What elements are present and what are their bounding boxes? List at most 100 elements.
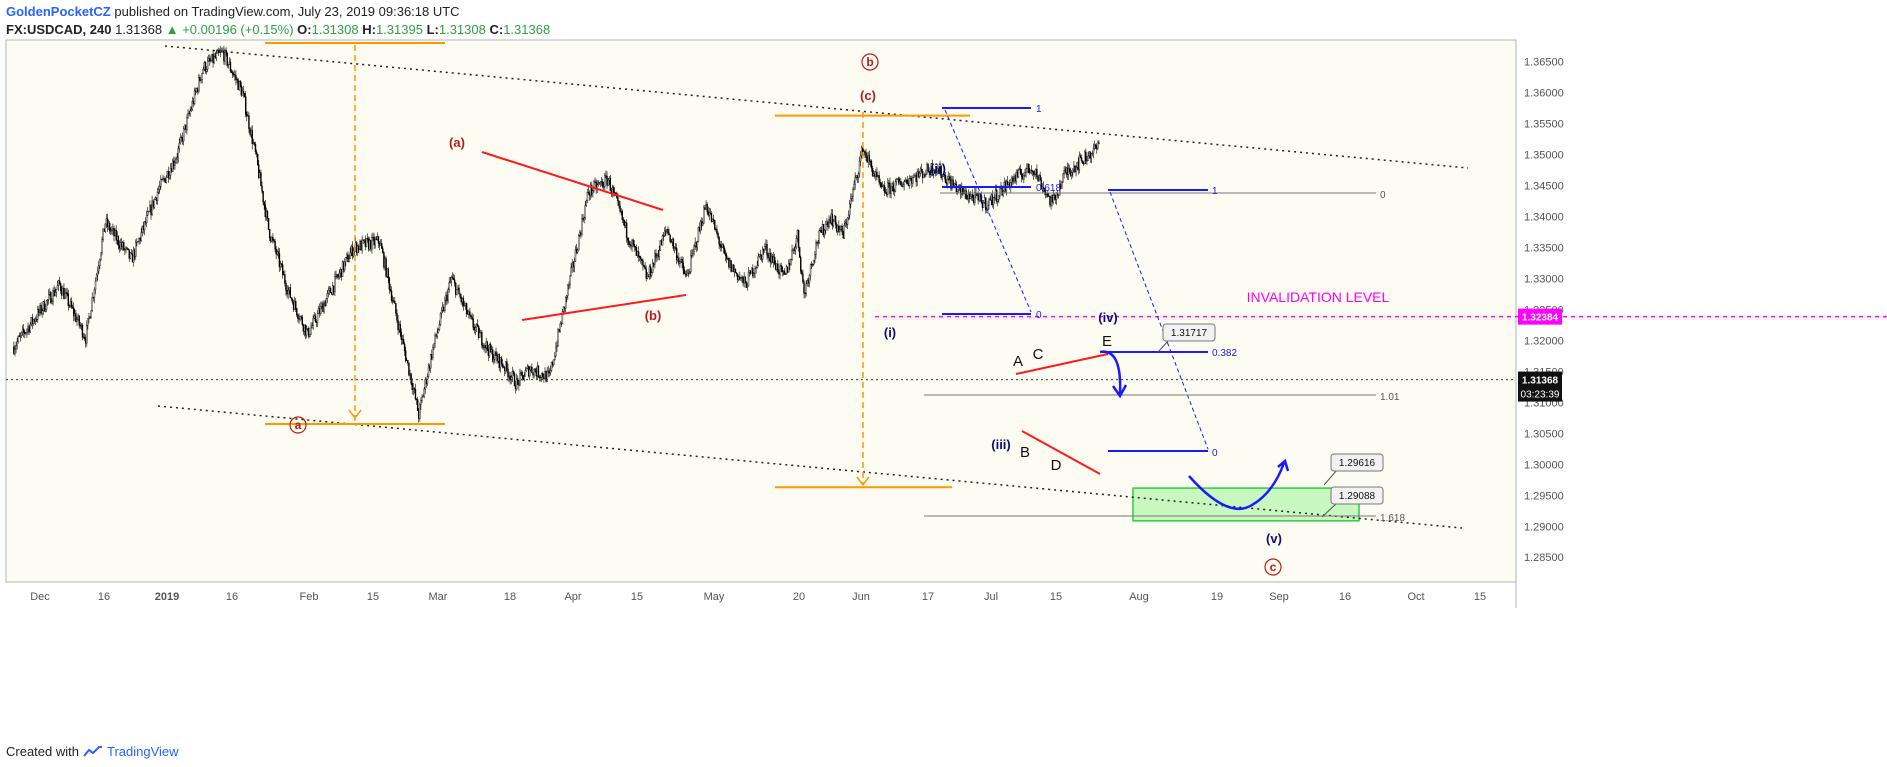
candle-body bbox=[421, 396, 423, 401]
candle-body bbox=[401, 338, 404, 340]
candle-body bbox=[432, 347, 434, 358]
candle-body bbox=[1049, 195, 1051, 206]
candle-body bbox=[351, 245, 354, 257]
candle-body bbox=[838, 225, 840, 232]
candle-body bbox=[627, 237, 629, 241]
fib-label: 0.382 bbox=[1212, 348, 1237, 359]
candle-body bbox=[524, 370, 527, 377]
candle-body bbox=[1020, 173, 1023, 178]
candle-body bbox=[209, 58, 211, 62]
candle-body bbox=[1006, 181, 1009, 185]
candle-body bbox=[527, 366, 530, 377]
candle-body bbox=[462, 298, 465, 306]
tradingview-link[interactable]: TradingView bbox=[106, 744, 179, 759]
price-callout bbox=[1162, 323, 1216, 342]
candle-body bbox=[775, 263, 777, 270]
candle-body bbox=[476, 323, 479, 327]
candle-body bbox=[125, 247, 127, 250]
candle-body bbox=[194, 90, 197, 93]
candle-body bbox=[65, 292, 67, 294]
candle-body bbox=[400, 331, 403, 340]
candle-body bbox=[226, 52, 228, 66]
candle-body bbox=[748, 270, 751, 273]
candle-body bbox=[1081, 160, 1084, 164]
candle-body bbox=[625, 222, 628, 239]
orange-arrowhead-1 bbox=[348, 409, 362, 420]
candle-body bbox=[1023, 175, 1025, 180]
candle-body bbox=[200, 79, 202, 81]
candle-body bbox=[591, 184, 593, 194]
candle-body bbox=[273, 239, 275, 242]
candle-body bbox=[944, 175, 947, 183]
candle-body bbox=[111, 229, 113, 231]
candle-body bbox=[102, 228, 104, 241]
candle-body bbox=[796, 229, 799, 239]
candle-body bbox=[1090, 153, 1093, 159]
candle-body bbox=[149, 205, 151, 212]
change-arrow-icon: ▲ bbox=[165, 22, 179, 37]
candle-body bbox=[1065, 167, 1067, 173]
candle-body bbox=[173, 160, 175, 166]
candle-body bbox=[948, 176, 950, 180]
candle-body bbox=[38, 309, 40, 313]
candle-body bbox=[327, 289, 330, 294]
candle-body bbox=[837, 225, 839, 232]
callout-text: 1.29088 bbox=[1339, 491, 1376, 502]
candle-body bbox=[515, 378, 518, 390]
x-tick-label: 15 bbox=[1474, 591, 1486, 603]
chart-header-ohlc: FX:USDCAD, 240 1.31368 ▲ +0.00196 (+0.15… bbox=[6, 22, 550, 37]
candle-body bbox=[375, 239, 377, 241]
candle-body bbox=[79, 324, 81, 327]
candle-body bbox=[157, 189, 160, 193]
change-value: +0.00196 (+0.15%) bbox=[182, 22, 294, 37]
candle-body bbox=[818, 230, 820, 243]
candle-body bbox=[366, 238, 369, 240]
candle-body bbox=[543, 376, 545, 380]
candle-body bbox=[802, 273, 804, 283]
candle-body bbox=[952, 179, 954, 186]
candle-body bbox=[573, 261, 576, 267]
candle-body bbox=[681, 258, 683, 264]
current-price-text: 1.31368 bbox=[1522, 376, 1559, 387]
candle-body bbox=[867, 155, 869, 163]
y-tick-label: 1.29000 bbox=[1524, 521, 1564, 533]
candle-body bbox=[161, 179, 163, 181]
candle-body bbox=[396, 313, 398, 321]
candle-body bbox=[303, 324, 306, 332]
candle-body bbox=[768, 253, 770, 258]
candle-body bbox=[621, 210, 623, 220]
candle-body bbox=[295, 301, 297, 309]
candle-body bbox=[878, 175, 880, 183]
candle-body bbox=[1028, 167, 1030, 174]
candle-body bbox=[253, 142, 256, 145]
candle-body bbox=[858, 160, 861, 175]
candle-body bbox=[736, 273, 739, 280]
candle-body bbox=[266, 211, 269, 219]
candle-body bbox=[50, 292, 52, 304]
candle-body bbox=[62, 288, 64, 296]
candle-body bbox=[613, 192, 616, 194]
fib-label: 1.01 bbox=[1380, 392, 1400, 403]
candle-body bbox=[916, 171, 918, 182]
candle-body bbox=[472, 318, 474, 328]
candle-body bbox=[218, 52, 221, 54]
candle-body bbox=[1051, 197, 1053, 203]
candle-body bbox=[559, 323, 561, 332]
author-name[interactable]: GoldenPocketCZ bbox=[6, 4, 111, 19]
triangle-upper-line bbox=[481, 151, 664, 211]
candle-body bbox=[1096, 146, 1098, 149]
candle-body bbox=[946, 178, 949, 185]
x-tick-label: 16 bbox=[98, 591, 110, 603]
candle-body bbox=[305, 329, 308, 336]
candle-body bbox=[834, 215, 837, 225]
y-tick-label: 1.30000 bbox=[1524, 459, 1564, 471]
candle-body bbox=[151, 200, 153, 215]
candle-body bbox=[148, 211, 150, 213]
candle-body bbox=[118, 245, 121, 249]
candle-body bbox=[850, 198, 852, 205]
candle-body bbox=[365, 238, 368, 247]
candle-body bbox=[46, 299, 49, 301]
candle-body bbox=[85, 338, 87, 344]
callout-text: 1.29616 bbox=[1339, 458, 1376, 469]
